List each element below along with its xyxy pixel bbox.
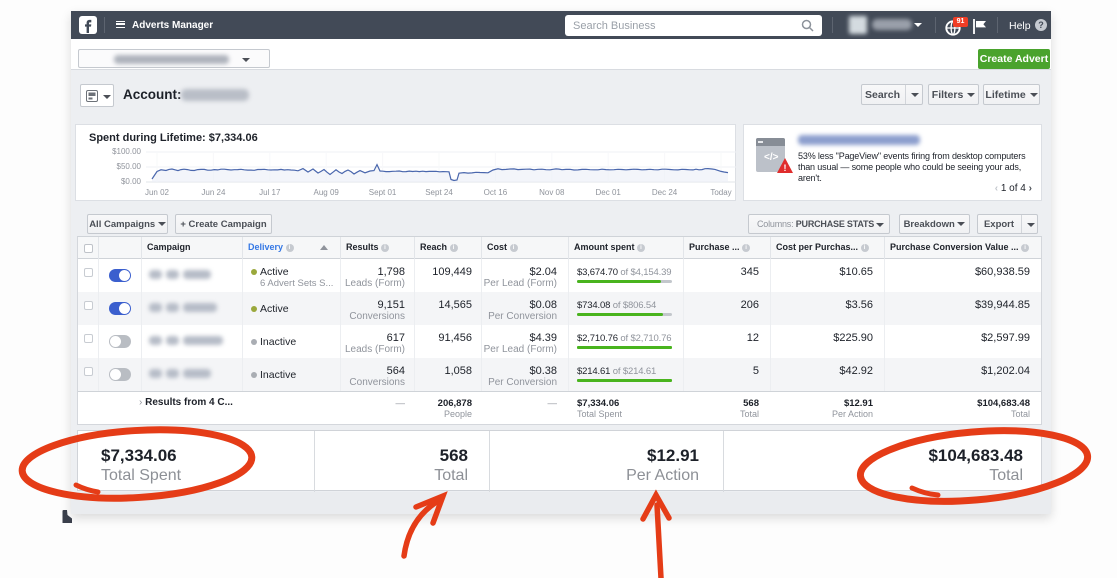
svg-text:!: ! (784, 163, 787, 173)
